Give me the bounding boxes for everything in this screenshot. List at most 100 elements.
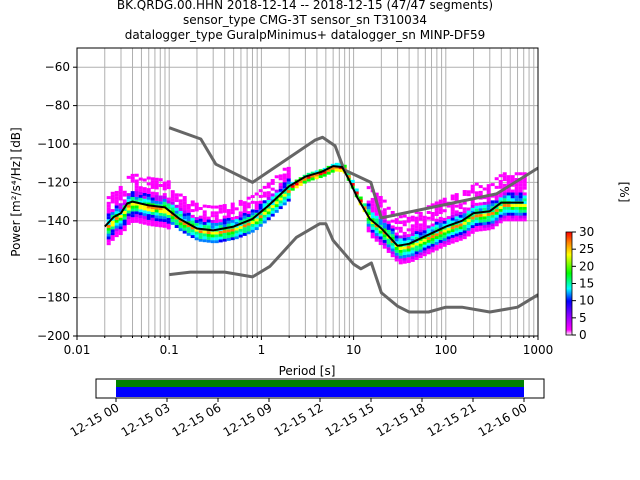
histogram-cell bbox=[486, 201, 491, 205]
histogram-cell bbox=[270, 181, 275, 185]
histogram-cell bbox=[118, 214, 123, 218]
histogram-cell bbox=[454, 236, 459, 240]
histogram-cell bbox=[138, 215, 143, 219]
histogram-cell bbox=[202, 221, 207, 225]
histogram-cell bbox=[114, 193, 119, 197]
histogram-cell bbox=[266, 217, 271, 221]
histogram-cell bbox=[386, 241, 391, 245]
histogram-cell bbox=[426, 245, 431, 249]
histogram-cell bbox=[502, 175, 507, 179]
histogram-cell bbox=[490, 209, 495, 213]
histogram-cell bbox=[346, 175, 351, 179]
histogram-cell bbox=[142, 178, 147, 182]
histogram-cell bbox=[150, 220, 155, 224]
colorbar-ticks: 0 5 10 15 20 25 30 bbox=[572, 225, 594, 342]
histogram-cell bbox=[450, 229, 455, 233]
histogram-cell bbox=[454, 216, 459, 220]
histogram-cell bbox=[138, 220, 143, 224]
histogram-cell bbox=[410, 247, 415, 251]
histogram-cell bbox=[110, 200, 115, 204]
histogram-cell bbox=[282, 167, 287, 171]
histogram-cell bbox=[134, 196, 139, 200]
histogram-cell bbox=[374, 227, 379, 231]
histogram-cell bbox=[522, 201, 527, 205]
histogram-cell bbox=[154, 218, 159, 222]
histogram-cell bbox=[518, 192, 523, 196]
histogram-cell bbox=[106, 236, 111, 240]
histogram-cell bbox=[190, 235, 195, 239]
histogram-cell bbox=[370, 212, 375, 216]
histogram-cell bbox=[410, 250, 415, 254]
histogram-cell bbox=[150, 191, 155, 195]
histogram-cell bbox=[330, 169, 335, 173]
histogram-cell bbox=[514, 195, 519, 199]
histogram-cell bbox=[142, 187, 147, 191]
histogram-cell bbox=[114, 222, 119, 226]
histogram-cell bbox=[518, 195, 523, 199]
histogram-cell bbox=[178, 219, 183, 223]
histogram-cell bbox=[486, 224, 491, 228]
y-tick-label: −140 bbox=[37, 214, 70, 228]
histogram-cell bbox=[134, 205, 139, 209]
histogram-cell bbox=[382, 228, 387, 232]
histogram-cell bbox=[174, 222, 179, 226]
histogram-cell bbox=[138, 189, 143, 193]
histogram-cell bbox=[370, 235, 375, 239]
histogram-cell bbox=[142, 215, 147, 219]
histogram-cell bbox=[270, 196, 275, 200]
histogram-cell bbox=[142, 198, 147, 202]
histogram-cell bbox=[242, 224, 247, 228]
histogram-cell bbox=[214, 214, 219, 218]
histogram-cell bbox=[138, 206, 143, 210]
histogram-cell bbox=[190, 232, 195, 236]
histogram-cell bbox=[442, 243, 447, 247]
histogram-cell bbox=[498, 203, 503, 207]
histogram-cell bbox=[226, 214, 231, 218]
histogram-cell bbox=[446, 233, 451, 237]
histogram-cell bbox=[390, 225, 395, 229]
histogram-cell bbox=[386, 221, 391, 225]
histogram-cell bbox=[262, 208, 267, 212]
histogram-cell bbox=[462, 210, 467, 214]
histogram-cell bbox=[434, 207, 439, 211]
histogram-cell bbox=[166, 183, 171, 187]
histogram-cell bbox=[370, 218, 375, 222]
y-axis-label: Power [m²/s⁴/Hz] [dB] bbox=[9, 127, 23, 256]
histogram-cell bbox=[338, 169, 343, 173]
histogram-cell bbox=[194, 217, 199, 221]
histogram-cell bbox=[422, 250, 427, 254]
histogram-cell bbox=[482, 216, 487, 220]
histogram-cell bbox=[278, 197, 283, 201]
histogram-cell bbox=[242, 230, 247, 234]
histogram-cell bbox=[498, 179, 503, 183]
histogram-cell bbox=[450, 203, 455, 207]
histogram-cell bbox=[242, 215, 247, 219]
histogram-cell bbox=[166, 212, 171, 216]
histogram-cell bbox=[194, 202, 199, 206]
histogram-cell bbox=[190, 226, 195, 230]
histogram-cell bbox=[398, 261, 403, 265]
histogram-cell bbox=[374, 212, 379, 216]
histogram-cell bbox=[510, 189, 515, 193]
histogram-cell bbox=[270, 210, 275, 214]
histogram-cell bbox=[146, 222, 151, 226]
histogram-cell bbox=[162, 210, 167, 214]
title-line-2: sensor_type CMG-3T sensor_sn T310034 bbox=[182, 13, 428, 27]
histogram-cell bbox=[294, 185, 299, 189]
histogram-cell bbox=[438, 219, 443, 223]
histogram-cell bbox=[450, 240, 455, 244]
histogram-cell bbox=[242, 206, 247, 210]
histogram-cell bbox=[246, 205, 251, 209]
histogram-cell bbox=[390, 254, 395, 258]
histogram-cell bbox=[134, 211, 139, 215]
y-tick-label: −60 bbox=[45, 60, 70, 74]
histogram-cell bbox=[154, 192, 159, 196]
histogram-cell bbox=[122, 228, 127, 232]
histogram-cell bbox=[154, 203, 159, 207]
histogram-cell bbox=[454, 224, 459, 228]
histogram-cell bbox=[122, 193, 127, 197]
histogram-cell bbox=[458, 211, 463, 215]
histogram-cell bbox=[398, 215, 403, 219]
histogram-cell bbox=[470, 213, 475, 217]
